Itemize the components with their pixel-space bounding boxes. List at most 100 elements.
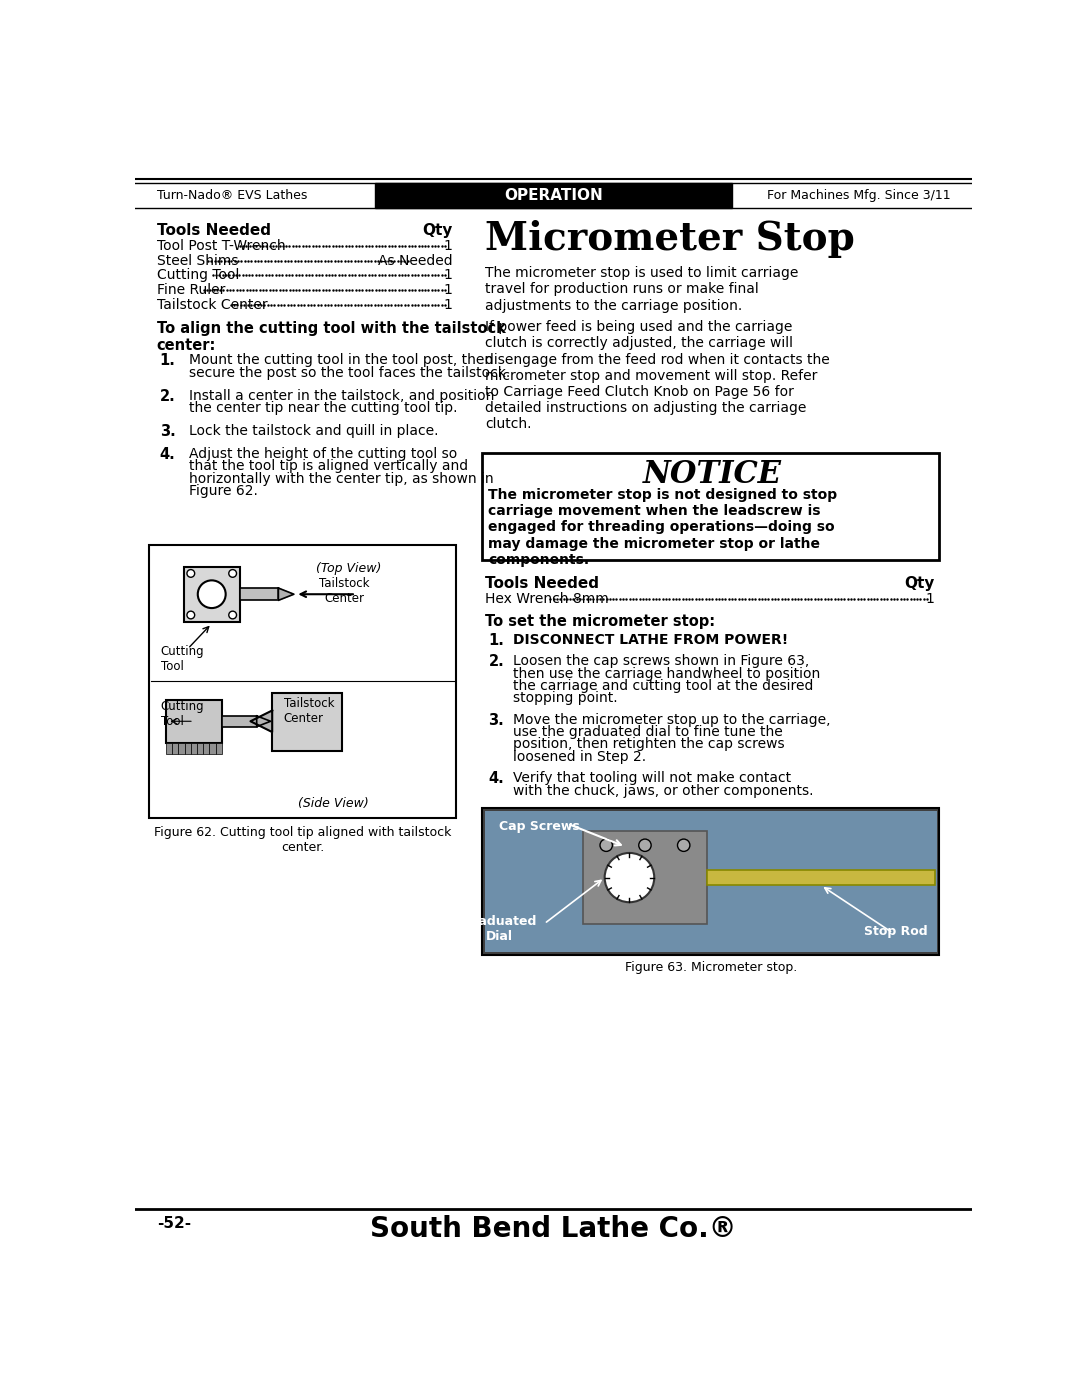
Bar [272,693,342,750]
Bar [172,743,178,753]
Text: stopping point.: stopping point. [513,692,618,705]
Text: Micrometer Stop: Micrometer Stop [485,219,855,258]
Text: Fine Ruler: Fine Ruler [157,284,225,298]
Text: -52-: -52- [157,1217,191,1231]
Text: 1: 1 [444,284,453,298]
Text: The micrometer stop is used to limit carriage
travel for production runs or make: The micrometer stop is used to limit car… [485,267,799,313]
Bar [375,183,732,208]
Bar [149,545,456,819]
Text: the center tip near the cutting tool tip.: the center tip near the cutting tool tip… [189,401,458,415]
Text: NOTICE: NOTICE [643,458,782,490]
Text: Move the micrometer stop up to the carriage,: Move the micrometer stop up to the carri… [513,712,831,726]
Text: Steel Shims: Steel Shims [157,254,239,268]
Text: secure the post so the tool faces the tailstock.: secure the post so the tool faces the ta… [189,366,511,380]
Text: Tailstock Center: Tailstock Center [157,298,268,312]
Text: Stop Rod: Stop Rod [864,925,928,939]
Text: 3.: 3. [160,425,176,439]
Bar [240,588,279,601]
Text: South Bend Lathe Co.®: South Bend Lathe Co.® [370,1215,737,1243]
Text: (Side View): (Side View) [298,796,368,810]
Circle shape [677,840,690,851]
Bar [485,810,937,953]
Text: loosened in Step 2.: loosened in Step 2. [513,750,646,764]
Text: DISCONNECT LATHE FROM POWER!: DISCONNECT LATHE FROM POWER! [513,633,788,647]
Text: Cutting
Tool: Cutting Tool [161,645,204,673]
Bar [216,743,221,753]
Text: Lock the tailstock and quill in place.: Lock the tailstock and quill in place. [189,425,438,439]
Text: horizontally with the center tip, as shown in: horizontally with the center tip, as sho… [189,472,494,486]
Bar [185,743,191,753]
Text: Figure 63. Micrometer stop.: Figure 63. Micrometer stop. [624,961,797,974]
Bar [166,743,172,753]
Text: (Top View): (Top View) [315,562,381,576]
Text: Figure 62. Cutting tool tip aligned with tailstock
center.: Figure 62. Cutting tool tip aligned with… [153,826,451,854]
Circle shape [229,570,237,577]
Text: Adjust the height of the cutting tool so: Adjust the height of the cutting tool so [189,447,458,461]
Text: As Needed: As Needed [378,254,453,268]
Text: use the graduated dial to fine tune the: use the graduated dial to fine tune the [513,725,783,739]
Text: 3.: 3. [488,712,504,728]
Text: 1: 1 [444,298,453,312]
Polygon shape [279,588,294,601]
Text: Qty: Qty [422,224,453,237]
Text: that the tool tip is aligned vertically and: that the tool tip is aligned vertically … [189,460,469,474]
Bar [482,809,940,954]
Circle shape [638,840,651,851]
Text: the carriage and cutting tool at the desired: the carriage and cutting tool at the des… [513,679,813,693]
Text: Tools Needed: Tools Needed [485,576,599,591]
Circle shape [187,570,194,577]
Circle shape [198,580,226,608]
Text: 1.: 1. [488,633,504,648]
Text: then use the carriage handwheel to position: then use the carriage handwheel to posit… [513,666,821,680]
Text: Tool Post T-Wrench: Tool Post T-Wrench [157,239,285,253]
Text: Loosen the cap screws shown in Figure 63,: Loosen the cap screws shown in Figure 63… [513,654,809,668]
Polygon shape [257,715,271,726]
Text: Tools Needed: Tools Needed [157,224,271,237]
Bar [197,743,203,753]
Bar [707,870,935,886]
Bar [166,700,221,743]
Bar [221,715,257,726]
Bar [191,743,197,753]
Bar [482,453,940,560]
Text: 4.: 4. [488,771,504,787]
Text: Install a center in the tailstock, and position: Install a center in the tailstock, and p… [189,388,495,402]
Text: 1: 1 [444,268,453,282]
Text: Verify that tooling will not make contact: Verify that tooling will not make contac… [513,771,792,785]
Circle shape [229,610,237,619]
Bar [178,743,185,753]
Circle shape [600,840,612,851]
Text: Qty: Qty [904,576,935,591]
Text: 1: 1 [926,592,935,606]
Text: Cap Screws: Cap Screws [499,820,580,833]
Text: Hex Wrench 8mm: Hex Wrench 8mm [485,592,609,606]
Text: Tailstock
Center: Tailstock Center [319,577,369,605]
Text: The micrometer stop is not designed to stop
carriage movement when the leadscrew: The micrometer stop is not designed to s… [488,488,837,567]
Text: Figure 62.: Figure 62. [189,485,258,499]
Text: Mount the cutting tool in the tool post, then: Mount the cutting tool in the tool post,… [189,353,494,367]
Bar [203,743,210,753]
Bar [583,831,707,923]
Text: To set the micrometer stop:: To set the micrometer stop: [485,615,715,629]
Text: Turn-Nado® EVS Lathes: Turn-Nado® EVS Lathes [157,189,307,201]
Text: To align the cutting tool with the tailstock
center:: To align the cutting tool with the tails… [157,321,505,353]
Bar [210,743,216,753]
Polygon shape [251,711,272,732]
Text: Cutting Tool: Cutting Tool [157,268,239,282]
Circle shape [187,610,194,619]
Text: For Machines Mfg. Since 3/11: For Machines Mfg. Since 3/11 [767,189,950,201]
Text: Graduated
Dial: Graduated Dial [462,915,537,943]
Text: Cutting
Tool: Cutting Tool [161,700,204,728]
Text: 1: 1 [444,239,453,253]
Bar [184,567,240,622]
Text: If power feed is being used and the carriage
clutch is correctly adjusted, the c: If power feed is being used and the carr… [485,320,831,432]
Text: position, then retighten the cap screws: position, then retighten the cap screws [513,738,785,752]
Circle shape [605,854,654,902]
Text: 2.: 2. [488,654,504,669]
Text: with the chuck, jaws, or other components.: with the chuck, jaws, or other component… [513,784,813,798]
Text: 2.: 2. [160,388,176,404]
Text: 1.: 1. [160,353,176,369]
Text: Tailstock
Center: Tailstock Center [284,697,335,725]
Text: OPERATION: OPERATION [504,187,603,203]
Text: 4.: 4. [160,447,176,462]
